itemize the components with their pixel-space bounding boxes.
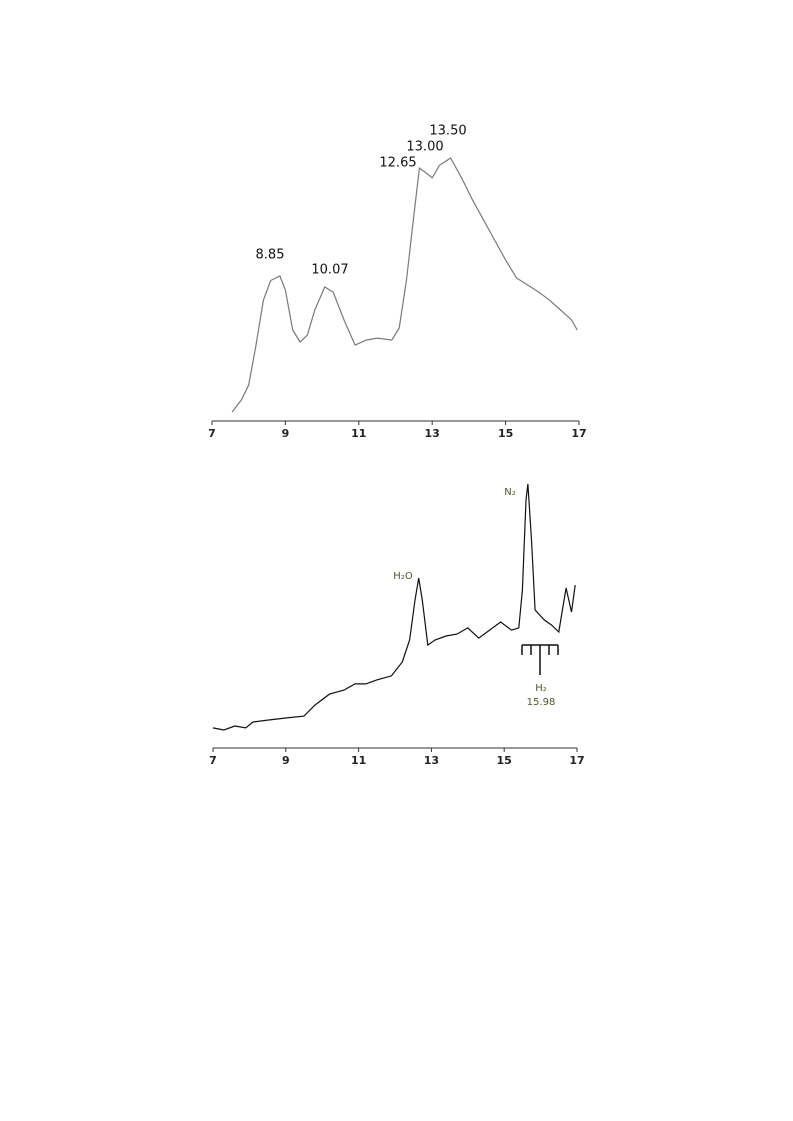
- peak-label: 13.50: [429, 124, 466, 139]
- spectrum-line: [231, 157, 578, 413]
- x-tick-label: 15: [498, 427, 513, 440]
- peak-label: H₂O: [393, 571, 413, 582]
- peak-label: H₂: [535, 683, 547, 694]
- x-tick-label: 11: [351, 427, 366, 440]
- peak-label: 13.00: [406, 140, 443, 155]
- x-tick-label: 11: [351, 754, 366, 767]
- x-tick-label: 7: [208, 427, 216, 440]
- x-tick-label: 7: [209, 754, 217, 767]
- x-tick-label: 9: [282, 427, 290, 440]
- peak-label: N₂: [504, 487, 516, 498]
- peak-label: 8.85: [256, 248, 285, 263]
- peak-label: 12.65: [379, 156, 416, 171]
- x-tick-label: 13: [425, 427, 440, 440]
- x-tick-label: 13: [424, 754, 439, 767]
- x-tick-label: 17: [571, 427, 586, 440]
- x-tick-label: 15: [497, 754, 512, 767]
- x-tick-label: 17: [569, 754, 584, 767]
- x-tick-label: 9: [282, 754, 290, 767]
- spectrum-line: [212, 483, 576, 731]
- h2-fork: [521, 644, 559, 675]
- peak-label: 15.98: [527, 697, 556, 708]
- peak-label: 10.07: [311, 263, 348, 278]
